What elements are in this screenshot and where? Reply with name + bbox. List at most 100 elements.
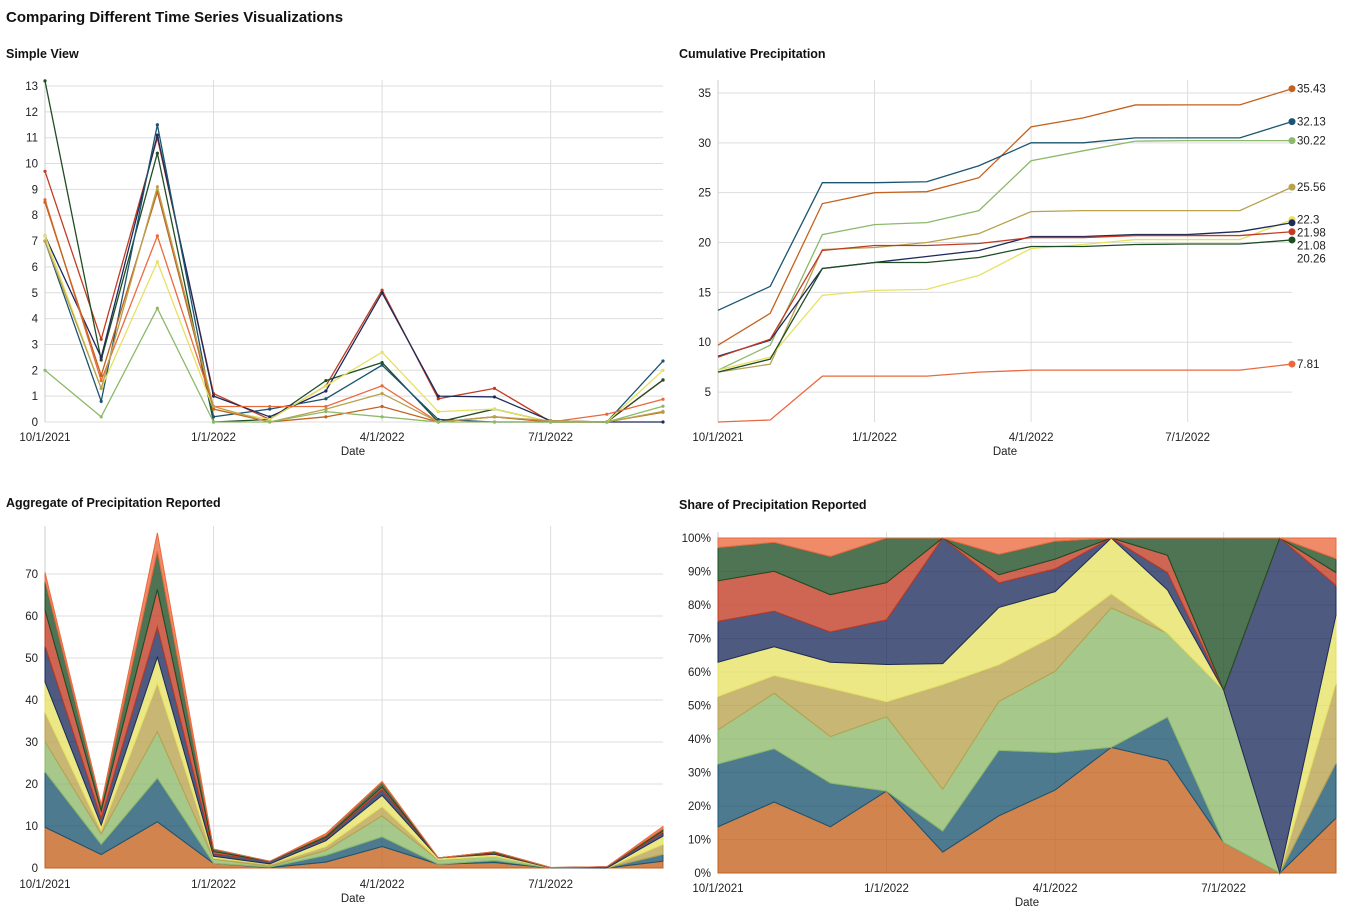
end-point: [1288, 118, 1296, 126]
y-tick-label: 10: [25, 159, 38, 171]
chart-title-share: Share of Precipitation Reported: [679, 498, 867, 512]
data-point: [492, 386, 497, 390]
x-tick-label: 7/1/2022: [1165, 432, 1210, 444]
data-point: [211, 420, 216, 424]
data-point: [661, 404, 665, 408]
data-point: [268, 420, 272, 424]
y-tick-label: 70%: [688, 634, 711, 646]
stacked-area: [44, 532, 664, 869]
y-tick-label: 10%: [688, 835, 711, 847]
data-point: [324, 384, 328, 388]
data-point: [661, 420, 665, 424]
end-label: 35.43: [1297, 84, 1326, 96]
data-point: [99, 373, 103, 378]
end-point: [1288, 219, 1296, 227]
data-point: [324, 389, 328, 393]
series-line: [44, 134, 663, 423]
data-point: [549, 420, 553, 424]
series-line: [44, 184, 664, 423]
y-tick-label: 30%: [688, 768, 711, 780]
data-point: [155, 151, 159, 155]
data-point: [211, 407, 216, 411]
x-axis-label: Date: [1015, 897, 1039, 909]
y-tick-label: 80%: [688, 600, 711, 612]
data-point: [324, 397, 328, 401]
y-tick-label: 20: [698, 238, 711, 250]
x-tick-label: 4/1/2022: [1009, 432, 1054, 444]
data-point: [436, 410, 440, 414]
end-point: [1288, 85, 1296, 93]
page-title: Comparing Different Time Series Visualiz…: [6, 9, 344, 26]
chart-title-simple-view: Simple View: [6, 47, 79, 61]
data-point: [43, 239, 47, 243]
data-point: [661, 409, 665, 414]
data-point: [99, 415, 103, 419]
end-point: [1288, 137, 1296, 145]
y-tick-label: 4: [32, 314, 39, 326]
x-tick-label: 7/1/2022: [528, 879, 573, 891]
data-point: [155, 260, 159, 264]
x-tick-label: 1/1/2022: [852, 432, 897, 444]
x-tick-label: 10/1/2021: [692, 883, 743, 895]
y-tick-label: 40: [25, 695, 38, 707]
data-point: [155, 185, 159, 189]
data-point: [324, 407, 328, 411]
series-line: [717, 88, 1293, 346]
x-tick-label: 7/1/2022: [528, 432, 573, 444]
data-point: [211, 415, 216, 419]
y-tick-label: 70: [25, 569, 38, 581]
y-tick-label: 0: [32, 863, 38, 875]
series-line: [717, 363, 1293, 423]
y-tick-label: 1: [32, 391, 38, 403]
data-point: [492, 395, 497, 399]
stacked-area: [717, 537, 1337, 560]
data-point: [380, 360, 384, 365]
y-tick-label: 25: [698, 188, 711, 200]
x-axis-label: Date: [341, 893, 365, 905]
y-tick-label: 5: [705, 387, 711, 399]
series-line: [717, 120, 1293, 311]
end-label: 21.08: [1297, 241, 1326, 253]
data-point: [661, 397, 665, 401]
data-point: [324, 415, 328, 419]
x-axis-label: Date: [341, 446, 365, 458]
x-tick-label: 1/1/2022: [864, 883, 909, 895]
data-point: [43, 200, 47, 204]
chart-3: 0% 10% 20% 30% 40% 50% 60% 70% 80% 90% 100% 10/1/20…: [682, 532, 1337, 909]
y-tick-label: 5: [32, 288, 38, 300]
y-tick-label: 2: [32, 365, 38, 377]
data-point: [492, 415, 497, 419]
data-point: [661, 368, 665, 372]
data-point: [99, 358, 103, 362]
y-tick-label: 7: [32, 236, 38, 248]
x-tick-label: 1/1/2022: [191, 432, 236, 444]
data-point: [268, 415, 272, 419]
data-point: [436, 417, 440, 422]
y-tick-label: 8: [32, 210, 38, 222]
y-tick-label: 9: [32, 184, 38, 196]
series-line: [717, 218, 1293, 371]
x-tick-label: 10/1/2021: [19, 432, 70, 444]
data-point: [43, 368, 47, 372]
data-point: [99, 379, 103, 383]
x-tick-label: 10/1/2021: [692, 432, 743, 444]
data-point: [211, 404, 216, 409]
end-point: [1288, 228, 1296, 236]
end-label: 22.3: [1297, 215, 1319, 227]
series-line: [44, 80, 664, 423]
x-tick-label: 1/1/2022: [191, 879, 236, 891]
y-tick-label: 20%: [688, 801, 711, 813]
x-axis-label: Date: [993, 446, 1017, 458]
series-line: [44, 137, 664, 423]
y-tick-label: 0%: [694, 868, 711, 880]
data-point: [380, 384, 384, 388]
data-point: [324, 404, 328, 409]
data-point: [380, 291, 384, 295]
series-line: [44, 306, 664, 423]
data-point: [324, 410, 328, 414]
series-line: [44, 199, 664, 423]
data-point: [380, 415, 384, 419]
y-tick-label: 50%: [688, 701, 711, 713]
y-tick-label: 3: [32, 339, 38, 351]
data-point: [268, 417, 272, 422]
